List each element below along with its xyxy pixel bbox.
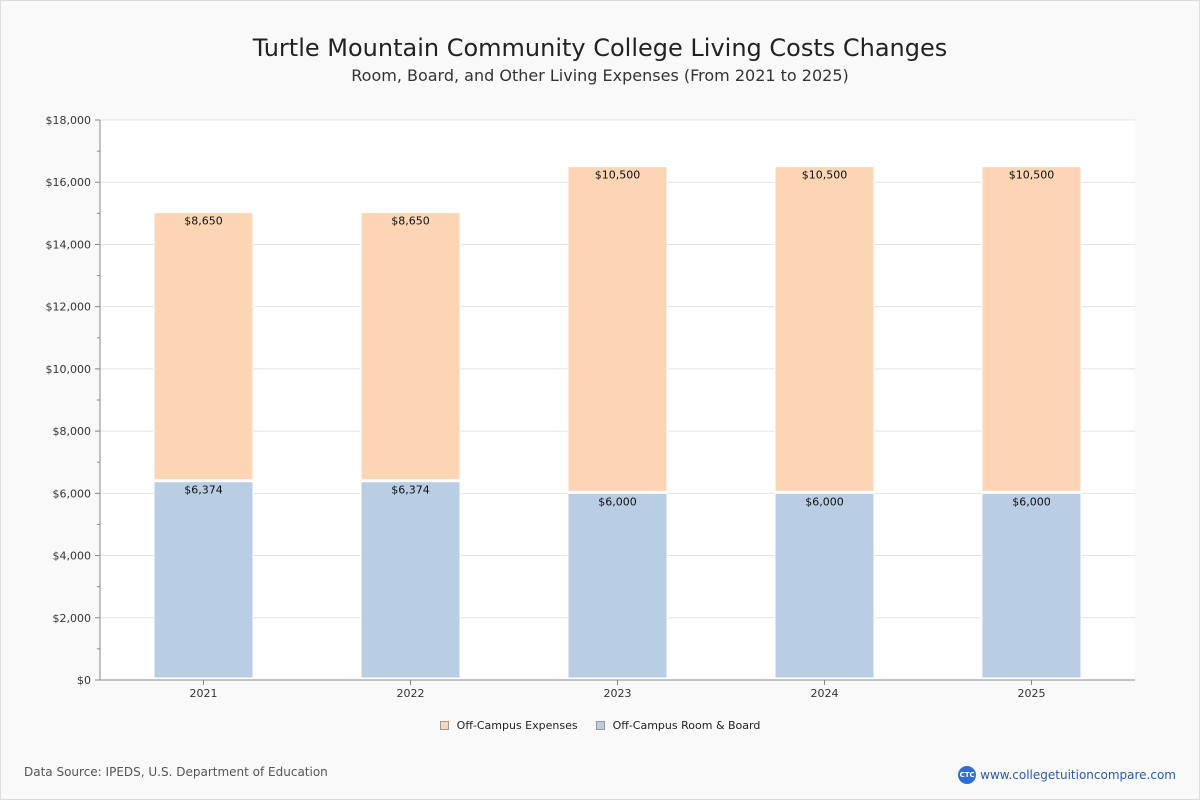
bar-value-label: $6,000	[598, 495, 637, 508]
legend-item-off-campus-expenses[interactable]: Off-Campus Expenses	[439, 719, 578, 732]
bar-room-board	[567, 492, 668, 679]
data-source-note: Data Source: IPEDS, U.S. Department of E…	[24, 765, 328, 779]
bar-room-board	[774, 492, 875, 679]
y-tick-label: $12,000	[46, 301, 92, 314]
x-tick-label: 2022	[397, 687, 425, 700]
bar-room-board	[360, 481, 461, 679]
y-tick-label: $14,000	[46, 238, 92, 251]
x-tick-label: 2025	[1018, 687, 1046, 700]
legend-swatch-expenses	[439, 721, 449, 730]
legend-label-expenses: Off-Campus Expenses	[456, 719, 578, 732]
y-tick-label: $18,000	[46, 114, 92, 127]
bar-value-label: $6,374	[184, 484, 223, 497]
y-tick-label: $8,000	[53, 425, 92, 438]
bar-room-board	[153, 481, 254, 679]
chart-title: Turtle Mountain Community College Living…	[252, 34, 948, 62]
bar-value-label: $10,500	[1009, 169, 1055, 182]
y-tick-label: $2,000	[53, 612, 92, 625]
bar-value-label: $6,000	[1012, 495, 1051, 508]
legend-label-room-board: Off-Campus Room & Board	[612, 719, 761, 732]
bar-expenses	[981, 166, 1082, 492]
bar-value-label: $6,374	[391, 484, 430, 497]
bar-value-label: $10,500	[802, 169, 848, 182]
x-tick-label: 2023	[604, 687, 632, 700]
bar-expenses	[567, 166, 668, 492]
y-tick-label: $10,000	[46, 363, 92, 376]
ctc-logo-icon: CTC	[958, 766, 977, 784]
chart-legend: Off-Campus Expenses Off-Campus Room & Bo…	[0, 719, 1200, 732]
bar-value-label: $6,000	[805, 495, 844, 508]
y-tick-label: $4,000	[53, 550, 92, 563]
site-url: www.collegetuitioncompare.com	[980, 768, 1176, 782]
bar-expenses	[360, 212, 461, 481]
bar-value-label: $10,500	[595, 169, 641, 182]
legend-swatch-room-board	[595, 721, 605, 730]
bar-room-board	[981, 492, 1082, 679]
bar-expenses	[153, 212, 254, 481]
y-tick-label: $0	[77, 674, 91, 687]
bar-expenses	[774, 166, 875, 492]
y-tick-label: $6,000	[53, 487, 92, 500]
x-tick-label: 2021	[190, 687, 218, 700]
x-tick-label: 2024	[811, 687, 839, 700]
bar-value-label: $8,650	[391, 215, 430, 228]
site-link[interactable]: CTC www.collegetuitioncompare.com	[958, 766, 1176, 784]
legend-item-room-board[interactable]: Off-Campus Room & Board	[595, 719, 761, 732]
y-tick-label: $16,000	[46, 176, 92, 189]
bar-value-label: $8,650	[184, 215, 223, 228]
chart-subtitle: Room, Board, and Other Living Expenses (…	[351, 66, 849, 85]
